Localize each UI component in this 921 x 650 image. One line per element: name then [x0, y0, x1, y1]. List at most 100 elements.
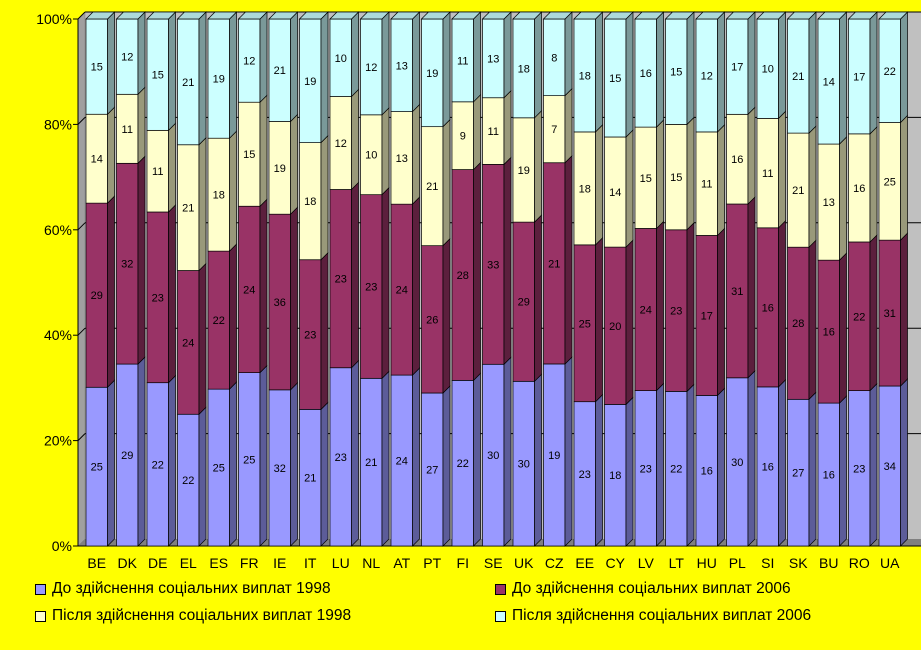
bar-top-LV — [634, 11, 665, 20]
bar-side-DK-series-2 — [137, 155, 146, 365]
bar-side-UK-series-1 — [534, 373, 542, 547]
bar-side-NL-series-3 — [381, 106, 390, 196]
data-label: 15 — [609, 73, 621, 85]
bar-top-PT — [420, 11, 451, 20]
data-label: 33 — [487, 259, 499, 271]
data-label: 21 — [304, 473, 316, 485]
x-tick-label: IT — [304, 555, 317, 571]
data-label: 16 — [762, 461, 774, 473]
bar-side-PL-series-1 — [747, 369, 756, 547]
x-tick-label: EE — [575, 555, 594, 571]
data-label: 12 — [243, 56, 255, 68]
bar-top-IT — [298, 11, 329, 20]
bar-side-HU-series-2 — [717, 227, 725, 397]
bar-side-LV-series-2 — [656, 220, 664, 392]
bar-side-CY-series-1 — [625, 396, 634, 547]
data-label: 17 — [853, 71, 865, 83]
data-label: 30 — [518, 459, 530, 471]
data-label: 16 — [731, 154, 743, 166]
bar-top-FR — [237, 11, 268, 20]
bar-side-BU-series-2 — [839, 252, 847, 404]
bar-top-DK — [115, 11, 146, 20]
data-label: 19 — [213, 74, 225, 86]
data-label: 11 — [152, 166, 163, 178]
bar-top-RO — [847, 11, 878, 20]
bar-side-BE-series-1 — [107, 379, 115, 547]
x-tick-label: FI — [457, 555, 469, 571]
data-label: 13 — [823, 197, 835, 209]
data-label: 21 — [792, 71, 804, 83]
data-label: 19 — [426, 68, 438, 80]
data-label: 21 — [792, 185, 804, 197]
bar-side-DK-series-1 — [137, 356, 146, 547]
y-tick-label: 40% — [44, 327, 72, 343]
bar-side-FI-series-3 — [473, 93, 481, 171]
data-label: 22 — [853, 311, 865, 323]
data-label: 7 — [551, 124, 557, 136]
bar-side-IE-series-3 — [290, 113, 298, 216]
x-tick-label: BU — [819, 555, 838, 571]
data-label: 16 — [762, 302, 774, 314]
data-label: 27 — [792, 468, 804, 480]
legend-label-series-4: Після здійснення соціальних виплат 2006 — [512, 607, 812, 624]
data-label: 23 — [335, 274, 347, 286]
data-label: 24 — [243, 284, 255, 296]
x-tick-label: CY — [606, 555, 626, 571]
x-tick-label: DE — [148, 555, 167, 571]
bar-side-BE-series-2 — [107, 195, 115, 389]
data-label: 26 — [426, 314, 438, 326]
data-label: 32 — [121, 259, 133, 271]
data-label: 20 — [609, 321, 621, 333]
bar-side-PL-series-3 — [747, 106, 756, 205]
data-label: 19 — [518, 165, 530, 177]
data-label: 23 — [853, 463, 865, 475]
bar-top-PL — [725, 11, 756, 20]
data-label: 25 — [579, 318, 591, 330]
data-label: 23 — [579, 469, 591, 481]
data-label: 16 — [853, 183, 865, 195]
data-label: 15 — [640, 173, 652, 185]
bar-side-HU-series-4 — [717, 11, 725, 133]
data-label: 30 — [731, 457, 743, 469]
y-tick-label: 80% — [44, 116, 72, 132]
bar-side-RO-series-4 — [869, 11, 878, 135]
bar-side-SK-series-3 — [808, 125, 817, 249]
bar-top-BE — [85, 11, 116, 20]
data-label: 19 — [304, 76, 316, 88]
x-tick-label: FR — [240, 555, 259, 571]
bar-top-EL — [176, 11, 207, 20]
bar-side-UK-series-3 — [534, 109, 542, 223]
bar-side-UK-series-2 — [534, 214, 542, 383]
data-label: 36 — [274, 297, 286, 309]
data-label: 16 — [701, 466, 713, 478]
bar-side-LV-series-1 — [656, 382, 664, 547]
x-tick-label: UA — [880, 555, 900, 571]
data-label: 25 — [213, 463, 225, 475]
bar-side-LV-series-3 — [656, 119, 664, 230]
bar-side-LT-series-1 — [686, 383, 695, 547]
legend-label-series-3: Після здійснення соціальних виплат 1998 — [52, 607, 352, 624]
data-label: 25 — [91, 462, 103, 474]
data-label: 34 — [884, 461, 896, 473]
data-label: 17 — [701, 310, 713, 322]
x-tick-label: UK — [514, 555, 534, 571]
x-tick-label: BE — [87, 555, 106, 571]
data-label: 12 — [365, 62, 377, 74]
bar-side-DE-series-1 — [168, 374, 176, 547]
bar-top-FI — [451, 11, 482, 20]
data-label: 22 — [182, 475, 194, 487]
data-label: 21 — [426, 181, 438, 193]
bar-side-NL-series-2 — [381, 186, 390, 380]
bar-side-CY-series-3 — [625, 129, 634, 248]
data-label: 9 — [460, 131, 466, 143]
gridline-side — [77, 327, 86, 336]
data-label: 18 — [518, 63, 530, 75]
data-label: 27 — [426, 465, 438, 477]
legend-label-series-2: До здійснення соціальних виплат 2006 — [512, 580, 791, 597]
bar-side-CY-series-2 — [625, 239, 634, 406]
data-label: 11 — [457, 55, 468, 67]
data-label: 11 — [762, 168, 773, 180]
bar-side-IT-series-4 — [320, 11, 329, 144]
x-tick-label: PL — [729, 555, 746, 571]
bar-side-BE-series-4 — [107, 11, 115, 116]
